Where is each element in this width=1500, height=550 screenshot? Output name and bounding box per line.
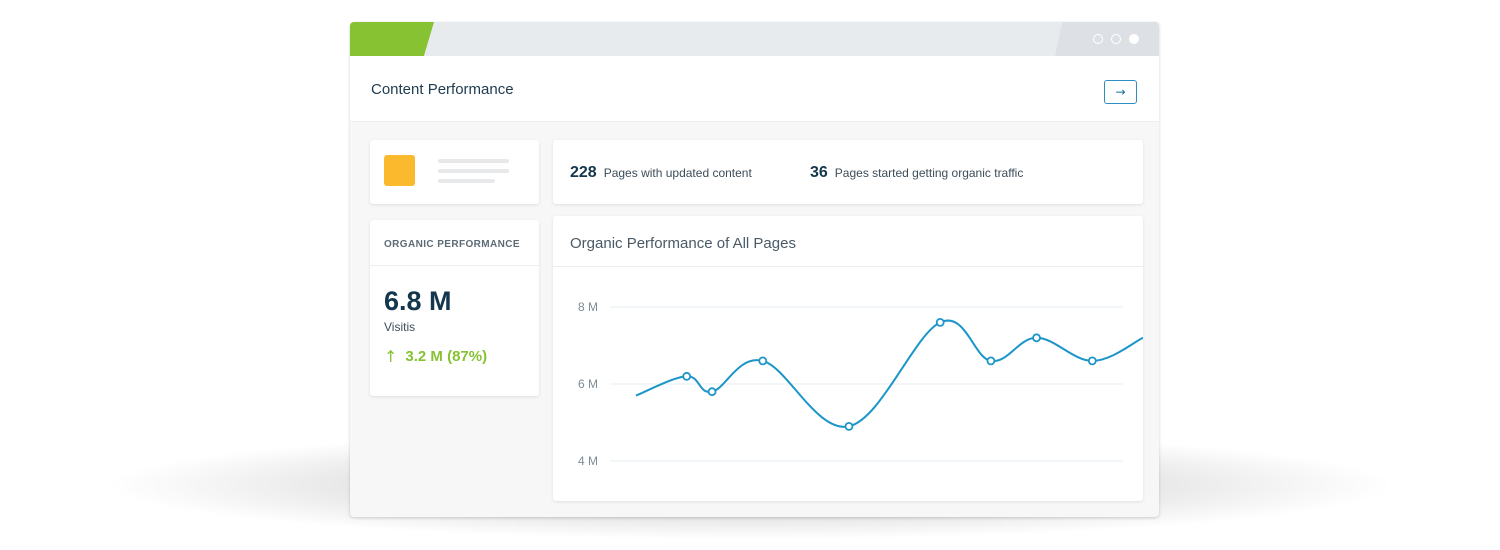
organic-performance-card: ORGANIC PERFORMANCE 6.8 M Visitis ↑ 3.2 … bbox=[370, 220, 539, 396]
visits-change: ↑ 3.2 M (87%) bbox=[384, 347, 487, 366]
stat-text: Pages with updated content bbox=[603, 166, 752, 180]
data-point[interactable] bbox=[1032, 333, 1041, 343]
line-chart: 8 M 6 M 4 M bbox=[578, 300, 1143, 468]
chart-card: Organic Performance of All Pages 8 M 6 M 4… bbox=[553, 216, 1143, 501]
stat-organic-traffic: 36 Pages started getting organic traffic bbox=[810, 164, 1023, 182]
chart-title: Organic Performance of All Pages bbox=[570, 235, 796, 252]
brand-accent-tab bbox=[350, 22, 434, 56]
open-details-button[interactable]: → bbox=[1104, 80, 1137, 104]
stats-card: 228 Pages with updated content 36 Pages … bbox=[553, 140, 1143, 204]
placeholder-line bbox=[438, 179, 495, 183]
up-arrow-icon: ↑ bbox=[384, 347, 398, 366]
data-point[interactable] bbox=[986, 356, 996, 366]
page-title: Content Performance bbox=[371, 81, 514, 98]
y-tick-label: 6 M bbox=[578, 377, 598, 391]
placeholder-card bbox=[370, 140, 539, 204]
series-line bbox=[635, 319, 1143, 428]
data-point[interactable] bbox=[707, 387, 717, 397]
stat-number: 36 bbox=[810, 164, 828, 181]
data-point[interactable] bbox=[682, 371, 692, 381]
panel-header: Content Performance → bbox=[350, 56, 1159, 122]
arrow-right-icon: → bbox=[1115, 85, 1126, 99]
data-point[interactable] bbox=[1087, 356, 1097, 366]
visits-label: Visitis bbox=[384, 320, 416, 334]
organic-performance-label: ORGANIC PERFORMANCE bbox=[384, 239, 520, 250]
window-controls bbox=[1093, 34, 1139, 44]
data-point[interactable] bbox=[844, 421, 854, 431]
stat-number: 228 bbox=[570, 164, 597, 181]
visits-value: 6.8 M bbox=[384, 286, 452, 316]
window-dot-3[interactable] bbox=[1129, 34, 1139, 44]
window-topbar bbox=[350, 22, 1159, 56]
stat-text: Pages started getting organic traffic bbox=[834, 166, 1024, 180]
stat-updated-content: 228 Pages with updated content bbox=[570, 164, 752, 182]
window-controls-area bbox=[1055, 22, 1159, 56]
app-window: Content Performance → ORGANIC PERFORMANC… bbox=[350, 22, 1159, 517]
placeholder-line bbox=[438, 169, 509, 173]
placeholder-line bbox=[438, 159, 509, 163]
window-dot-1[interactable] bbox=[1093, 34, 1103, 44]
placeholder-square-icon bbox=[384, 155, 415, 186]
visits-change-value: 3.2 M (87%) bbox=[405, 348, 488, 365]
data-point[interactable] bbox=[935, 318, 945, 327]
card-divider bbox=[370, 265, 539, 266]
y-tick-label: 8 M bbox=[578, 300, 598, 314]
y-tick-label: 4 M bbox=[578, 454, 598, 468]
card-divider bbox=[553, 266, 1143, 267]
window-dot-2[interactable] bbox=[1111, 34, 1121, 44]
data-point[interactable] bbox=[758, 356, 768, 366]
